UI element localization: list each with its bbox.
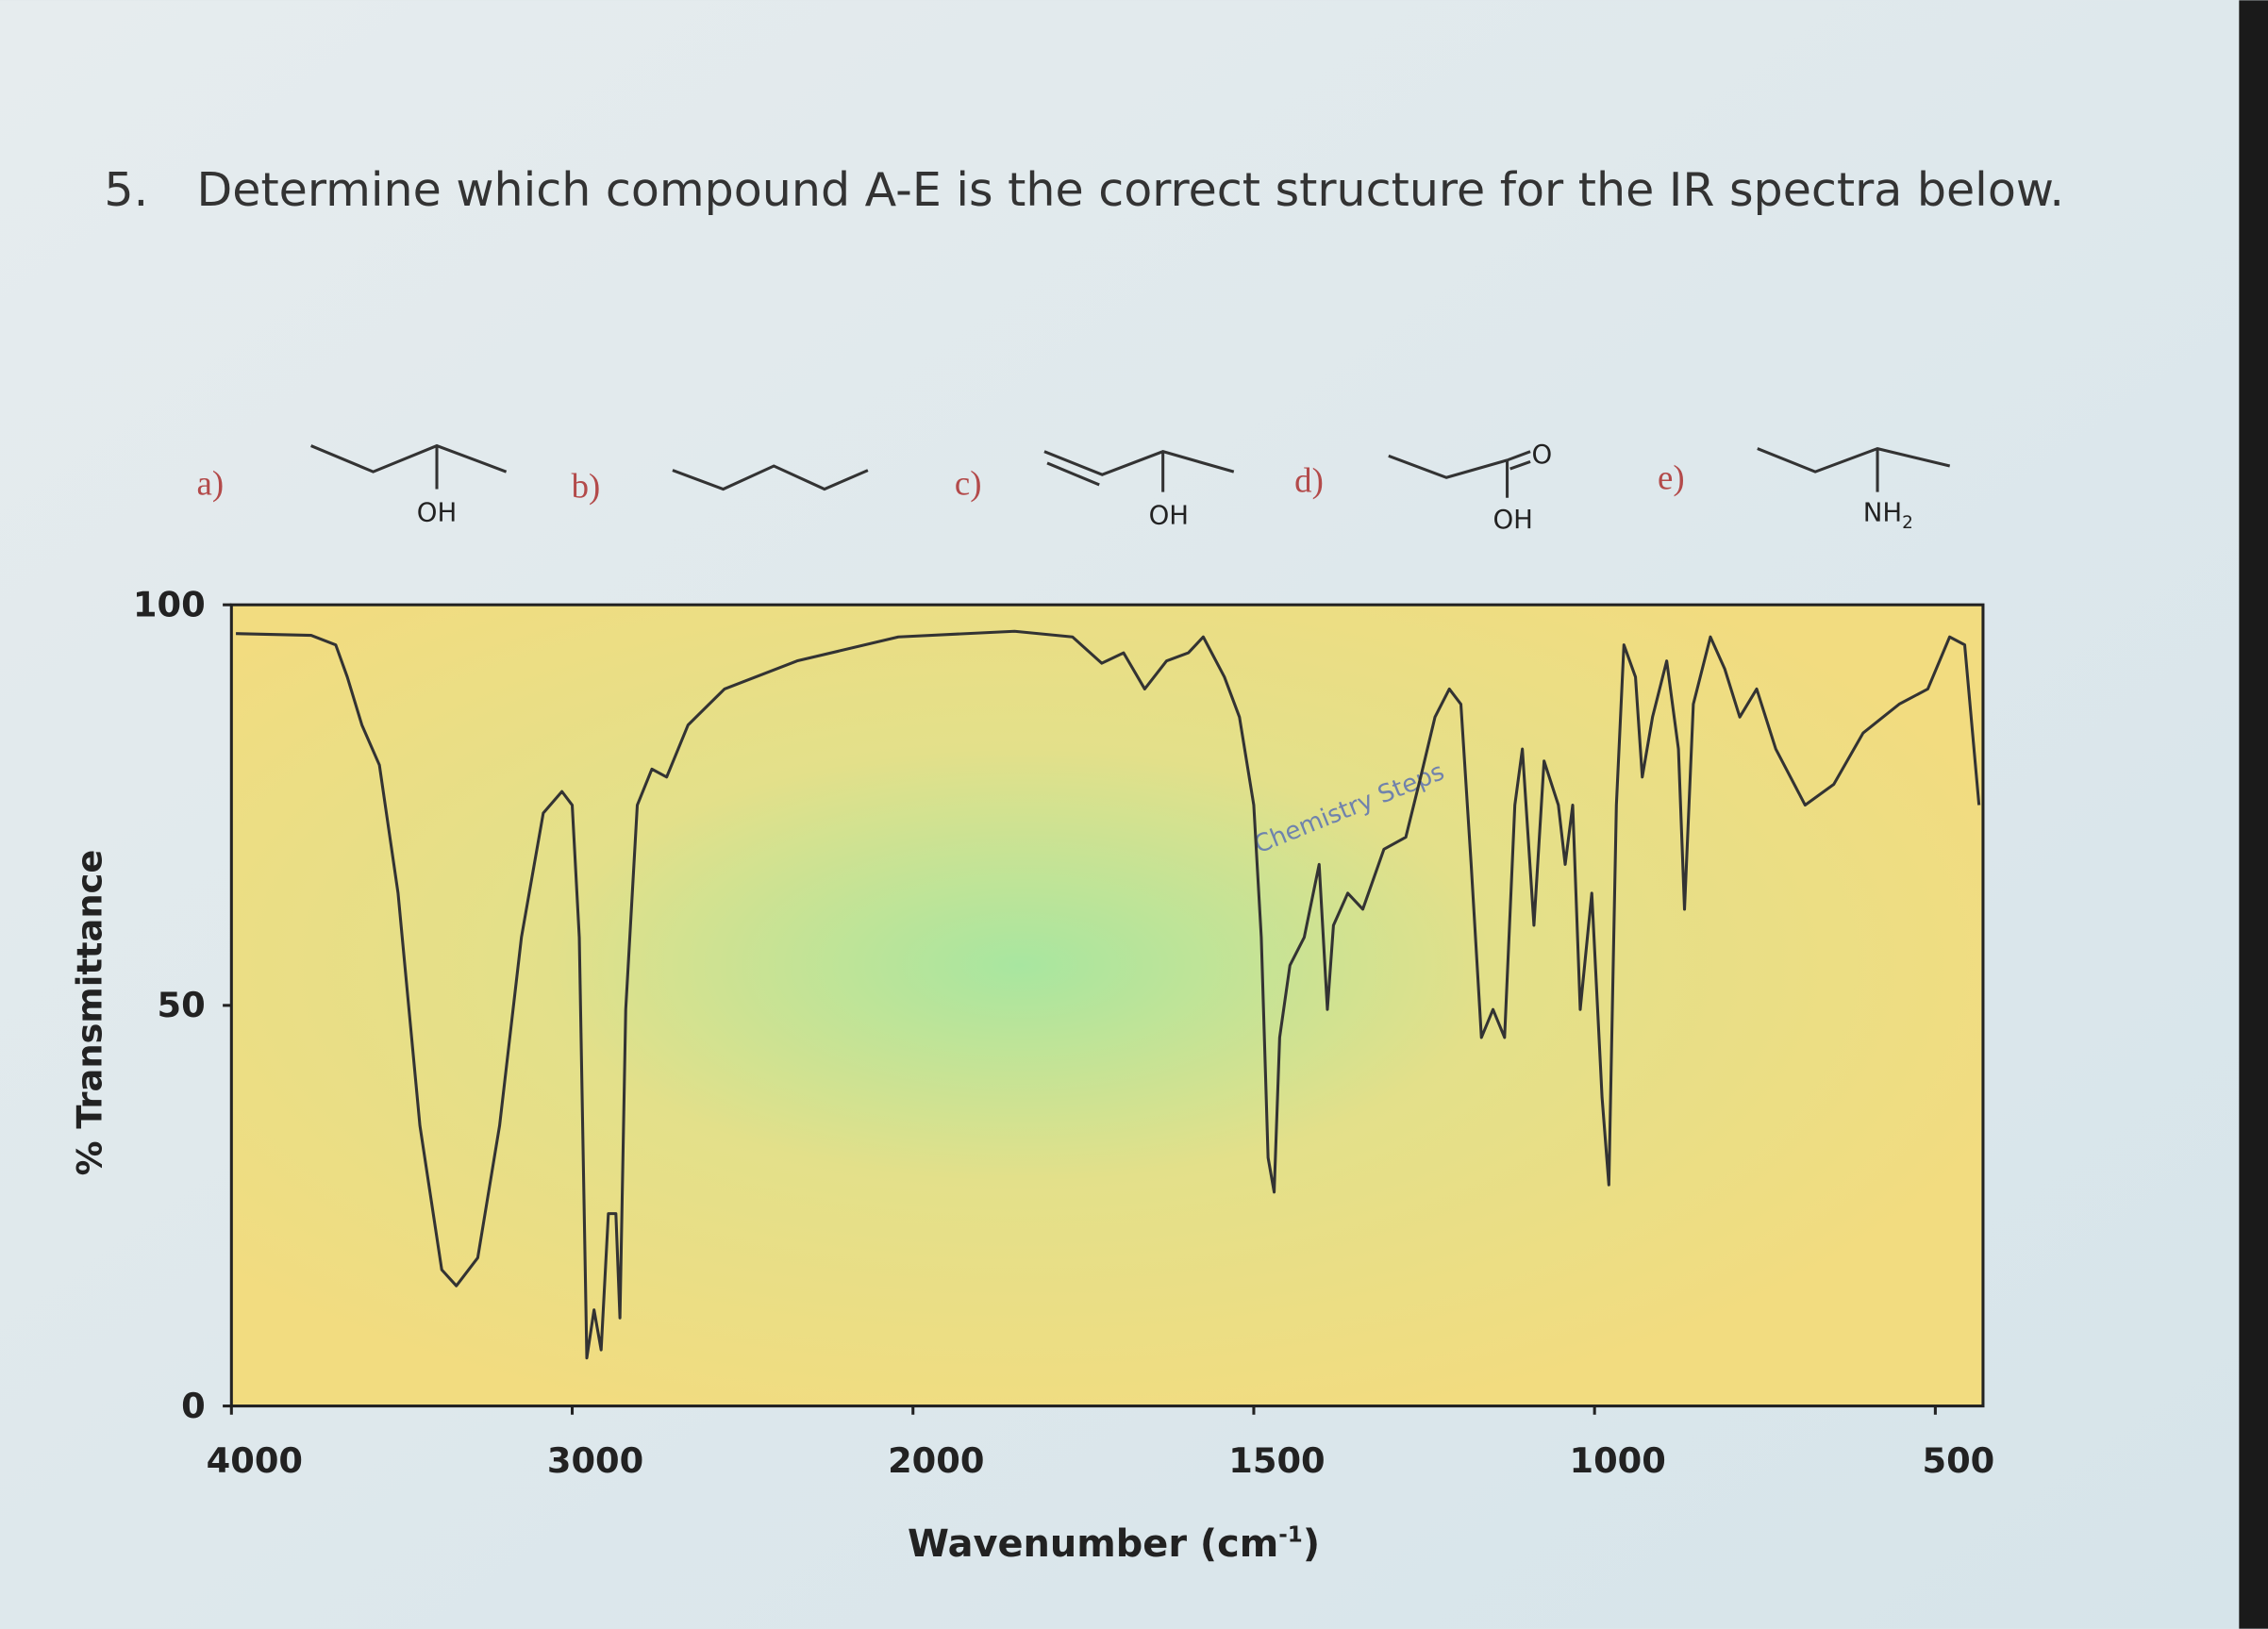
screen-edge [2239,0,2268,1629]
x-axis-label: Wavenumber (cm-1) [908,1522,1320,1566]
x-tick-label: 1000 [1570,1440,1666,1481]
compound-letter: a) [197,464,225,503]
x-axis-label-sup: -1 [1278,1523,1303,1548]
compound-letter: b) [572,467,601,506]
group-subscript: 2 [1902,513,1913,533]
question-number: 5. [104,162,148,217]
question-text: Determine which compound A-E is the corr… [197,162,2065,217]
bond [1507,450,1531,462]
y-axis-label: % Transmittance [69,850,109,1176]
group-label: NH [1863,496,1902,527]
x-tick-label: 1500 [1228,1440,1325,1481]
bond [1046,461,1100,487]
structure [1388,454,1508,479]
y-tick-label: 0 [181,1386,206,1426]
group-label: OH [1149,499,1189,530]
y-tick-label: 100 [133,584,206,624]
x-tick-label: 2000 [888,1440,984,1481]
structure [310,443,508,474]
x-tick-label: 3000 [547,1440,643,1481]
x-axis-label: Wavenumber (cm [908,1522,1278,1566]
plot-area [229,603,1985,1408]
group-label: OH [417,496,457,527]
group-label: O [1531,439,1552,470]
group-label: NH2 [1863,496,1913,533]
y-tick-label: 50 [158,985,206,1025]
x-tick-label: 4000 [207,1440,303,1481]
bond [1509,459,1531,471]
structure [672,464,869,491]
structure [1043,450,1235,476]
x-axis-label: ) [1303,1522,1320,1566]
group-label: OH [1493,504,1532,535]
spectrum-line [236,629,1981,1360]
compound-letter: d) [1294,461,1324,500]
structure [1757,447,1951,474]
x-tick-label: 500 [1923,1440,1995,1481]
compound-letter: e) [1658,458,1685,497]
compound-letter: c) [955,464,982,503]
